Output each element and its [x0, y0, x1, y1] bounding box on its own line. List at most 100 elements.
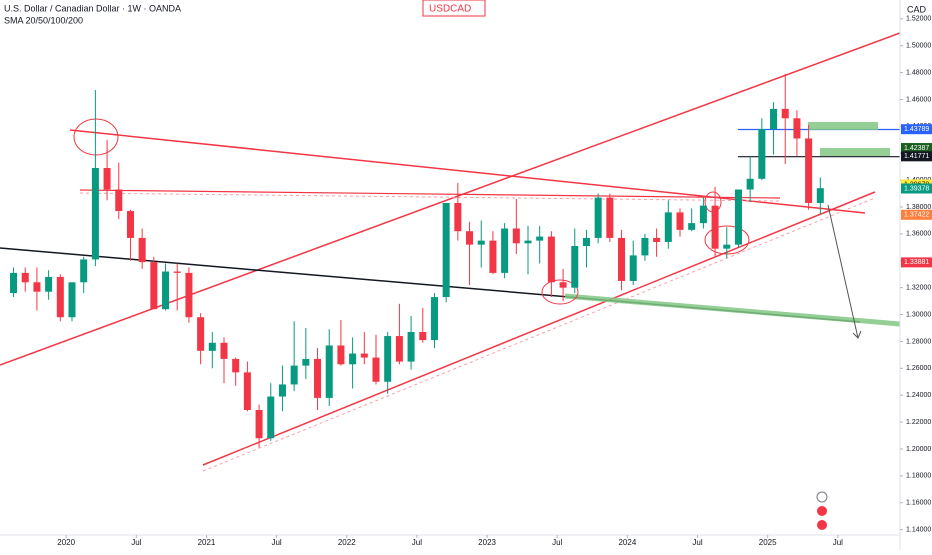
candle-body	[524, 240, 532, 244]
y-tick-label: 1.14000	[906, 526, 931, 533]
candles	[10, 73, 824, 448]
candle-body	[337, 345, 345, 365]
candle-body	[676, 212, 684, 230]
icons	[816, 491, 828, 530]
y-tick-label: 1.26000	[906, 365, 931, 372]
candle-body	[33, 282, 41, 292]
candle-body	[91, 168, 99, 260]
green-zone-line	[564, 293, 900, 327]
candle-body	[629, 255, 637, 281]
candle-body	[162, 271, 170, 310]
candle-body	[430, 297, 438, 341]
x-tick-label: Jul	[412, 538, 422, 547]
x-tick-label: Jul	[131, 538, 141, 547]
price-tag	[901, 124, 932, 135]
price-tag	[901, 209, 932, 220]
candle-body	[115, 189, 123, 212]
candle-body	[197, 317, 205, 351]
chart-title: U.S. Dollar / Canadian Dollar · 1W · OAN…	[4, 3, 181, 13]
x-tick-label: 2023	[478, 538, 496, 547]
candle-body	[746, 178, 754, 190]
resistance-line	[79, 189, 781, 199]
candle-body	[103, 168, 111, 190]
y-tick-label: 1.18000	[906, 473, 931, 480]
candle-body	[594, 197, 602, 238]
x-tick-label: Jul	[271, 538, 281, 547]
lower-channel-dash	[202, 197, 876, 472]
candle-body	[372, 357, 380, 382]
drawings	[0, 32, 900, 472]
y-tick-label: 1.16000	[906, 500, 931, 507]
candle-body	[547, 236, 555, 283]
candle-body	[442, 202, 450, 298]
x-tick-label: Jul	[552, 538, 562, 547]
price-tag	[901, 257, 932, 268]
price-tag-label: 1.39378	[904, 185, 929, 192]
price-tag	[901, 151, 932, 162]
x-tick-label: 2025	[759, 538, 777, 547]
candle-body	[56, 276, 64, 318]
candle-body	[770, 108, 778, 130]
x-tick-label: 2021	[198, 538, 216, 547]
symbol-box	[422, 0, 486, 17]
y-tick-label: 1.24000	[906, 392, 931, 399]
candle-body	[185, 272, 193, 318]
resistance-dash	[79, 192, 781, 202]
price-tag-label: 1.42387	[904, 145, 929, 152]
candle-body	[243, 372, 251, 410]
candle-body	[723, 244, 731, 249]
candle-body	[173, 271, 181, 273]
y-tick-label: 1.48000	[906, 69, 931, 76]
candle-body	[267, 396, 275, 439]
candle-body	[80, 259, 88, 283]
candle-body	[10, 272, 18, 294]
candle-body	[208, 342, 216, 351]
candle-body	[255, 409, 263, 439]
y-tick-label: 1.38000	[906, 204, 931, 211]
candle-body	[653, 237, 661, 242]
symbol-label: USDCAD	[429, 4, 471, 15]
candle-body	[559, 282, 567, 288]
candle-body	[68, 282, 76, 318]
arrow	[827, 204, 862, 339]
y-tick-label: 1.52000	[906, 16, 931, 23]
candle-body	[21, 272, 29, 283]
candle-body	[805, 138, 813, 203]
candle-body	[466, 231, 474, 245]
candle-body	[688, 223, 696, 230]
candle-body	[126, 211, 134, 238]
candle-body	[232, 358, 240, 373]
candle-body	[454, 202, 462, 232]
y-tick-label: 1.22000	[906, 419, 931, 426]
candle-body	[641, 237, 649, 256]
candle-body	[150, 262, 158, 310]
candle-body	[816, 188, 824, 203]
green-zone	[808, 122, 878, 130]
candle-body	[325, 345, 333, 398]
y-tick-label: 1.20000	[906, 446, 931, 453]
candle-body	[571, 245, 579, 288]
candle-body	[477, 240, 485, 245]
x-tick-label: Jul	[692, 538, 702, 547]
candle-body	[699, 205, 707, 224]
y-tick-label: 1.28000	[906, 338, 931, 345]
price-tag-label: 1.37422	[904, 212, 929, 219]
x-tick-label: 2024	[618, 538, 636, 547]
candle-body	[793, 118, 801, 139]
y-axis-label: CAD	[907, 4, 927, 14]
candle-body	[758, 129, 766, 179]
price-tag-label: 1.41771	[904, 153, 929, 160]
candle-body	[395, 336, 403, 362]
y-tick-label: 1.32000	[906, 285, 931, 292]
highlight-circle	[73, 118, 119, 156]
falling-trend	[69, 129, 866, 214]
candle-body	[138, 237, 146, 263]
candle-body	[664, 212, 672, 242]
candle-body	[582, 237, 590, 246]
candle-body	[711, 205, 719, 249]
candle-body	[781, 108, 789, 119]
candle-body	[302, 358, 310, 366]
x-tick-label: 2020	[57, 538, 75, 547]
candle-body	[349, 353, 357, 365]
